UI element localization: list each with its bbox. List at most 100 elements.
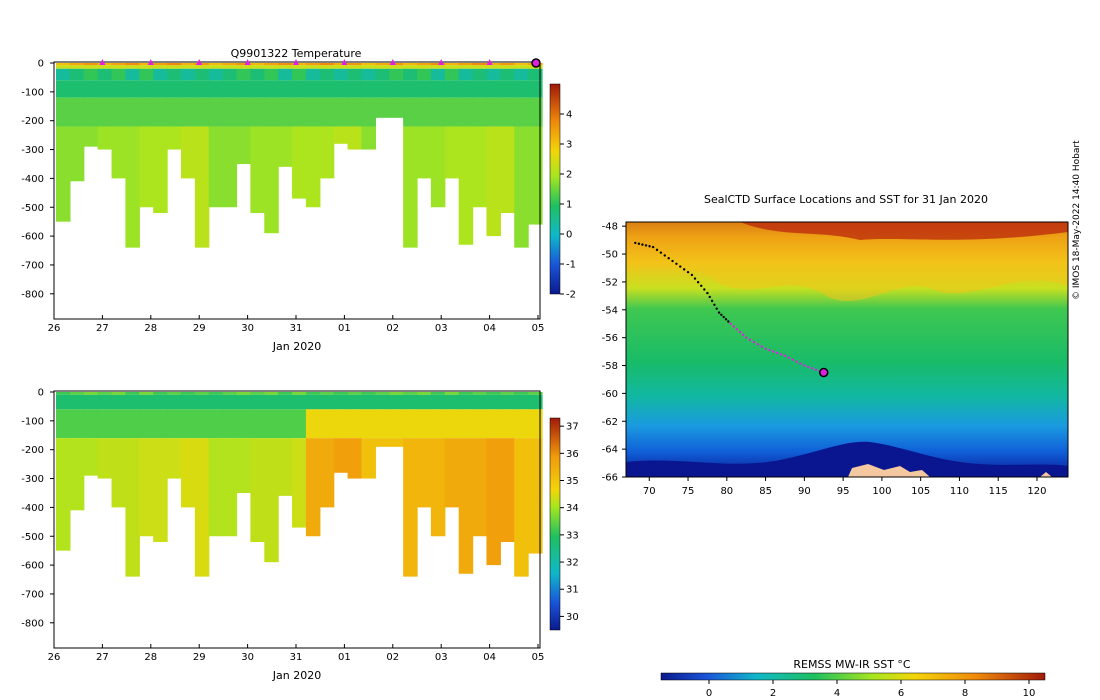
profile-segment	[361, 392, 376, 395]
track-point	[814, 368, 818, 371]
profile-segment	[125, 80, 140, 98]
profile-segment	[500, 392, 515, 395]
map-x-axis: 70 75 80 85 90 95 100 105 110 115 120	[643, 477, 1047, 497]
profile-segment	[264, 65, 279, 69]
profile-segment	[69, 392, 85, 395]
profile-segment	[403, 126, 418, 248]
y-tick-label: -300	[21, 145, 44, 156]
profile-segment	[278, 392, 293, 395]
profile-segment	[375, 63, 390, 66]
profile-segment	[486, 126, 501, 237]
profile-segment	[250, 63, 265, 66]
colorbar-tick-label: 34	[566, 503, 579, 514]
profile-segment	[444, 392, 460, 395]
profile-segment	[375, 438, 390, 447]
profile-segment	[125, 68, 140, 81]
profile-segment	[347, 394, 363, 410]
track-point	[637, 242, 641, 245]
profile-segment	[486, 97, 501, 127]
map-x-tick-label: 110	[950, 486, 969, 497]
profile-segment	[472, 63, 488, 66]
temperature-colorbar	[549, 83, 561, 295]
profile-segment	[153, 68, 168, 81]
profile-segment	[222, 63, 238, 66]
profile-segment	[97, 97, 113, 127]
profile-segment	[458, 438, 474, 574]
track-point	[720, 313, 723, 317]
profile-segment	[389, 392, 404, 395]
map-x-tick-label: 120	[1027, 486, 1046, 497]
profile-segment	[417, 409, 432, 439]
profile-segment	[528, 394, 543, 410]
map-title: SealCTD Surface Locations and SST for 31…	[704, 193, 988, 206]
profile-segment	[417, 438, 432, 508]
x-tick-label: 30	[241, 652, 254, 663]
profile-segment	[236, 97, 251, 127]
profile-segment	[430, 80, 446, 98]
profile-segment	[292, 126, 307, 199]
profile-segment	[56, 409, 71, 439]
surface-marker	[438, 59, 445, 65]
profile-segment	[222, 97, 238, 127]
track-point	[690, 273, 694, 277]
profile-segment	[97, 80, 113, 98]
track-point	[641, 243, 644, 246]
track-point	[772, 350, 775, 353]
profile-segment	[222, 438, 238, 537]
profile-segment	[56, 65, 71, 69]
y-tick-label: -100	[21, 416, 44, 427]
profile-segment	[56, 97, 71, 127]
profile-segment	[444, 97, 460, 127]
profile-segment	[319, 65, 335, 69]
profile-segment	[236, 409, 251, 439]
surface-marker	[99, 59, 106, 65]
profile-segment	[292, 63, 307, 66]
track-point	[764, 347, 767, 351]
profile-segment	[472, 409, 488, 439]
sst-colorbar-ticks: 0 2 4 6 8 10	[706, 680, 1035, 699]
profile-segment	[500, 438, 515, 543]
profile-segment	[125, 438, 140, 577]
antarctic-shelf-water	[626, 441, 1068, 477]
profile-segment	[292, 409, 307, 439]
profile-segment	[264, 68, 279, 81]
profile-segment	[430, 97, 446, 127]
track-point	[648, 245, 651, 248]
map-y-tick-label: -56	[602, 333, 618, 344]
profile-segment	[153, 63, 168, 66]
profile-segment	[389, 97, 404, 118]
salinity-x-axis-label: Jan 2020	[272, 669, 321, 682]
profile-segment	[56, 394, 71, 410]
profile-segment	[347, 68, 363, 81]
profile-segment	[500, 394, 515, 410]
profile-segment	[528, 409, 543, 439]
profile-segment	[139, 126, 154, 208]
profile-segment	[389, 80, 404, 98]
profile-segment	[69, 126, 85, 182]
colorbar-tick-label: 31	[566, 585, 579, 596]
profile-segment	[403, 409, 418, 439]
profile-segment	[347, 97, 363, 127]
profile-segment	[514, 409, 529, 439]
seal-track	[634, 241, 822, 373]
y-tick-label: -300	[21, 474, 44, 485]
profile-segment	[250, 392, 265, 395]
profile-segment	[97, 409, 113, 439]
profile-segment	[444, 409, 460, 439]
profile-segment	[153, 438, 168, 543]
track-point	[799, 362, 802, 365]
profile-segment	[403, 392, 418, 395]
track-point	[708, 295, 711, 299]
imos-credit: © IMOS 18-May-2022 14:40 Hobart	[1072, 140, 1082, 300]
profile-segment	[514, 68, 529, 81]
profile-segment	[305, 392, 321, 395]
track-point	[768, 348, 771, 352]
profile-segment	[444, 126, 460, 179]
track-point	[706, 291, 709, 295]
track-point	[776, 351, 779, 355]
map-y-tick-label: -62	[602, 417, 618, 428]
profile-segment	[153, 394, 168, 410]
profile-segment	[292, 68, 307, 81]
profile-segment	[264, 126, 279, 234]
sst-colorbar-label: REMSS MW-IR SST °C	[793, 658, 911, 671]
